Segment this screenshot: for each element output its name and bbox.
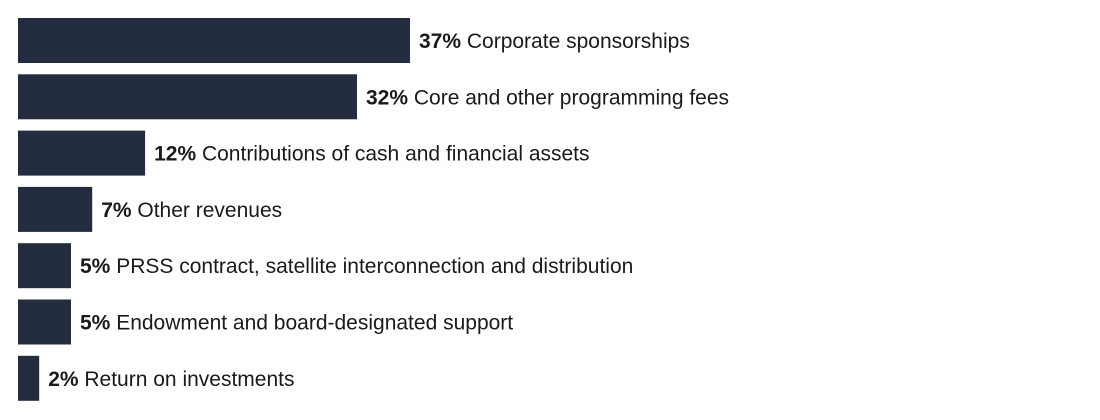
bar-category-5: PRSS contract, satellite interconnection… — [110, 255, 633, 278]
bar-7 — [18, 355, 40, 401]
bar-label-1: 37% Corporate sponsorships — [419, 30, 690, 53]
bar-label-4: 7% Other revenues — [101, 199, 282, 222]
bar-4 — [18, 186, 93, 232]
bar-6 — [18, 299, 71, 345]
bar-value-5: 5% — [80, 255, 111, 278]
bar-1 — [18, 18, 410, 63]
bar-category-4: Other revenues — [132, 199, 283, 222]
bar-label-5: 5% PRSS contract, satellite interconnect… — [80, 255, 633, 278]
bar-3 — [18, 130, 146, 176]
bar-value-1: 37% — [419, 30, 461, 53]
bar-label-2: 32% Core and other programming fees — [366, 86, 729, 109]
bar-category-7: Return on investments — [79, 368, 295, 391]
bars-group — [18, 18, 410, 401]
bar-label-3: 12% Contributions of cash and financial … — [154, 143, 589, 166]
labels-group: 37% Corporate sponsorships 32% Core and o… — [48, 30, 729, 391]
bar-value-4: 7% — [101, 199, 132, 222]
bar-label-7: 2% Return on investments — [48, 368, 294, 391]
bar-category-3: Contributions of cash and financial asse… — [196, 143, 589, 166]
bar-value-6: 5% — [80, 312, 111, 335]
bar-label-6: 5% Endowment and board-designated suppor… — [80, 312, 513, 335]
bar-2 — [18, 74, 357, 120]
bar-5 — [18, 243, 71, 289]
bar-category-2: Core and other programming fees — [408, 86, 729, 109]
bar-value-3: 12% — [154, 143, 196, 166]
bar-category-6: Endowment and board-designated support — [110, 312, 513, 335]
bar-value-2: 32% — [366, 86, 408, 109]
bar-category-1: Corporate sponsorships — [461, 30, 690, 53]
bar-value-7: 2% — [48, 368, 79, 391]
